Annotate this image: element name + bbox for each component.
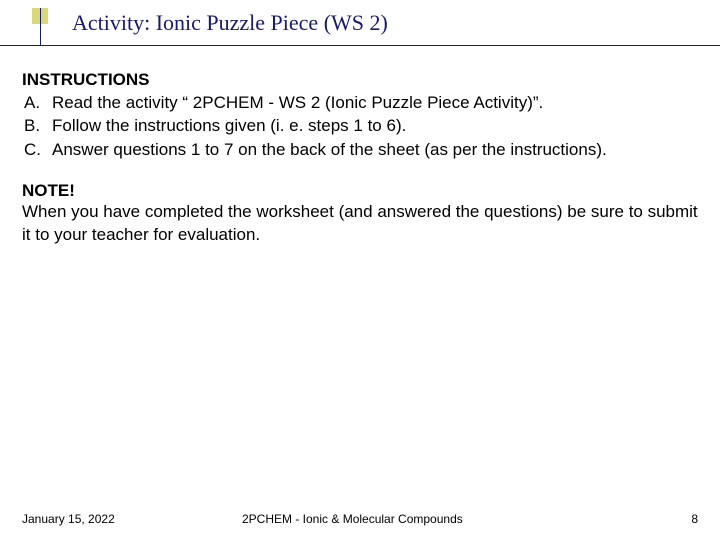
list-item-text: Follow the instructions given (i. e. ste…	[52, 115, 698, 137]
note-heading: NOTE!	[22, 181, 698, 201]
instructions-heading: INSTRUCTIONS	[22, 70, 698, 90]
slide: Activity: Ionic Puzzle Piece (WS 2) INST…	[0, 0, 720, 540]
list-item: B. Follow the instructions given (i. e. …	[22, 115, 698, 137]
title-horizontal-rule	[0, 45, 720, 46]
note-body: When you have completed the worksheet (a…	[22, 201, 698, 246]
list-item-text: Answer questions 1 to 7 on the back of t…	[52, 139, 698, 161]
footer-page-number: 8	[658, 512, 698, 526]
list-item-label: A.	[22, 92, 52, 114]
list-item-label: B.	[22, 115, 52, 137]
footer-date: January 15, 2022	[22, 512, 222, 526]
list-item: A. Read the activity “ 2PCHEM - WS 2 (Io…	[22, 92, 698, 114]
slide-body: INSTRUCTIONS A. Read the activity “ 2PCH…	[22, 70, 698, 246]
title-bar: Activity: Ionic Puzzle Piece (WS 2)	[0, 8, 720, 44]
list-item-text: Read the activity “ 2PCHEM - WS 2 (Ionic…	[52, 92, 698, 114]
footer: January 15, 2022 2PCHEM - Ionic & Molecu…	[22, 512, 698, 526]
list-item: C. Answer questions 1 to 7 on the back o…	[22, 139, 698, 161]
note-block: NOTE! When you have completed the worksh…	[22, 181, 698, 246]
slide-title: Activity: Ionic Puzzle Piece (WS 2)	[72, 10, 388, 36]
title-vertical-rule	[40, 8, 41, 46]
list-item-label: C.	[22, 139, 52, 161]
footer-center: 2PCHEM - Ionic & Molecular Compounds	[222, 512, 658, 526]
instructions-list: A. Read the activity “ 2PCHEM - WS 2 (Io…	[22, 92, 698, 161]
